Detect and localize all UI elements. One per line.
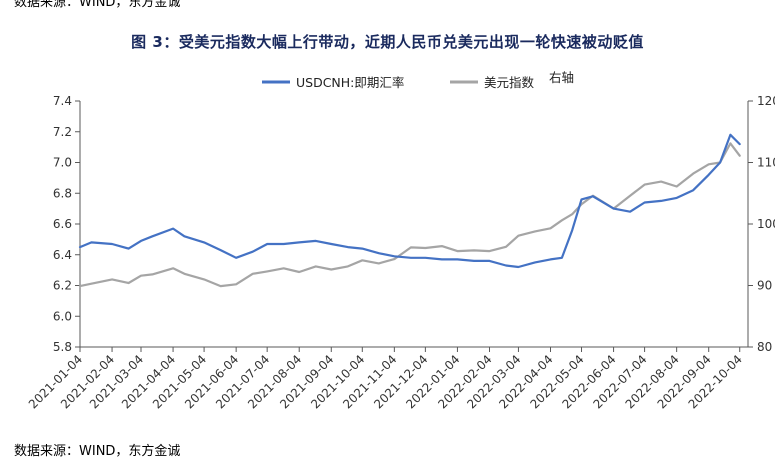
axes: 5.8 6.0 6.2 6.4 6.6 6.8 7.0 7.2 7.4 80 90 100 110 120… [26,94,775,411]
left-tick-label: 6.6 [53,217,72,231]
right-tick-label: 80 [757,340,772,354]
series-line-dxy [78,142,741,288]
left-tick-label: 6.0 [53,309,72,323]
left-tick-label: 5.8 [53,340,72,354]
right-tick-label: 90 [757,279,772,293]
chart-title: 图 3：受美元指数大幅上行带动，近期人民币兑美元出现一轮快速被动贬值 [131,33,644,51]
legend: USDCNH:即期汇率 美元指数 右轴 [262,70,574,90]
right-axis-note: 右轴 [549,70,574,85]
right-tick-label: 120 [757,94,775,108]
left-tick-label: 6.4 [53,248,72,262]
left-tick-label: 6.8 [53,186,72,200]
left-tick-label: 7.2 [53,125,72,139]
series-line-usdcnh [78,133,741,269]
legend-label-usdcnh: USDCNH:即期汇率 [296,75,404,90]
right-tick-label: 110 [757,156,775,170]
legend-label-dxy: 美元指数 [484,75,535,90]
series-layer [78,133,741,288]
source-note-bottom: 数据来源：WIND，东方金诚 [14,444,181,459]
left-tick-label: 6.2 [53,279,72,293]
source-note-top: 数据来源：WIND，东方金诚 [14,0,181,10]
left-tick-label: 7.0 [53,156,72,170]
right-tick-label: 100 [757,217,775,231]
left-tick-label: 7.4 [53,94,72,108]
